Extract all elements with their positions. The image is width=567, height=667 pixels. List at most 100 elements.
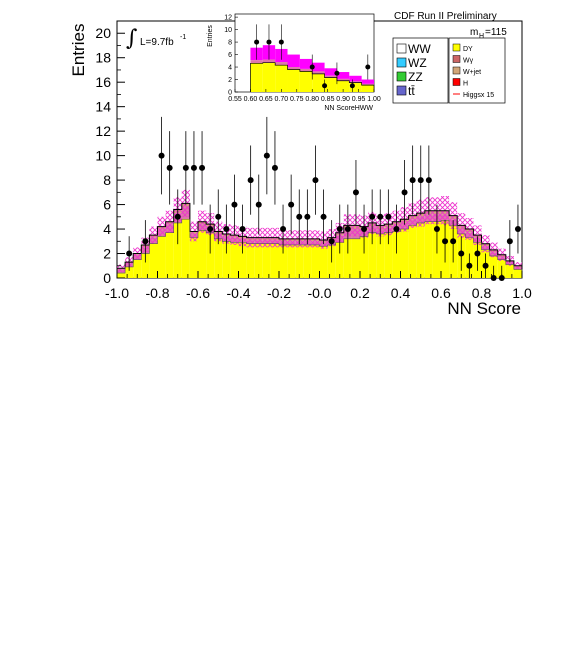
- data-point: [336, 204, 343, 254]
- legend-swatch: [396, 43, 407, 54]
- data-marker: [369, 213, 376, 220]
- data-point: [182, 131, 189, 205]
- legend-label: ZZ: [408, 70, 423, 84]
- legend-swatch: [396, 85, 407, 96]
- dy-bar: [149, 243, 158, 278]
- inset-data-point: [334, 62, 340, 85]
- inset-x-tick-label: 0.70: [275, 96, 289, 103]
- dy-bar: [206, 232, 215, 278]
- x-tick-label: 0.4: [391, 285, 411, 301]
- data-point: [255, 174, 262, 235]
- inset-wgamma-bar: [361, 83, 374, 86]
- data-marker: [433, 226, 440, 233]
- mass-subscript: H: [479, 33, 484, 40]
- data-marker: [377, 213, 384, 220]
- inset-wgamma-bar: [287, 67, 300, 70]
- dy-bar: [303, 244, 312, 278]
- data-point: [231, 174, 238, 235]
- data-marker: [506, 238, 513, 245]
- data-point: [296, 189, 303, 245]
- data-point: [328, 220, 335, 263]
- inset-data-marker: [365, 64, 371, 70]
- data-marker: [247, 177, 254, 184]
- data-marker: [344, 226, 351, 233]
- dy-bar: [505, 264, 514, 278]
- inset-data-point: [309, 54, 315, 80]
- inset-data-marker: [322, 83, 328, 89]
- x-axis-title: NN Score: [447, 299, 521, 318]
- dy-bar: [408, 225, 417, 278]
- inset-dy-bar: [299, 71, 313, 92]
- dy-bar: [392, 231, 401, 278]
- data-point: [377, 189, 384, 245]
- inset-wgamma-bar: [312, 71, 325, 74]
- inset-data-point: [349, 79, 355, 92]
- data-point: [482, 253, 489, 278]
- inset-y-tick-label: 8: [228, 40, 232, 47]
- legend-swatch: [452, 78, 461, 86]
- inset-dy-bar: [275, 65, 288, 92]
- data-point: [409, 145, 416, 215]
- data-marker: [223, 226, 230, 233]
- dy-bar: [165, 232, 174, 278]
- data-point: [385, 189, 392, 245]
- inset-wgamma-bar: [299, 68, 313, 72]
- inset-signal-bar: [299, 58, 313, 69]
- data-marker: [271, 164, 278, 171]
- inset-data-point: [322, 79, 328, 92]
- y-tick-label: 8: [103, 172, 111, 188]
- dy-bar: [189, 237, 198, 278]
- y-tick-label: 10: [95, 148, 111, 164]
- luminosity-exponent: -1: [180, 34, 186, 41]
- inset-x-tick-label: 0.90: [336, 96, 350, 103]
- inset-data-marker: [309, 64, 315, 70]
- inset-dy-bar: [287, 69, 300, 92]
- dy-bar: [270, 243, 279, 278]
- dy-bar: [295, 244, 304, 278]
- inset-x-axis-title: NN ScoreHWW: [324, 105, 373, 112]
- data-marker: [401, 189, 408, 196]
- data-point: [450, 220, 457, 263]
- dy-bar: [173, 222, 182, 278]
- inset-data-point: [254, 24, 260, 60]
- dy-bar: [360, 236, 369, 278]
- data-marker: [263, 152, 270, 159]
- data-point: [320, 189, 327, 245]
- data-point: [433, 204, 440, 254]
- data-point: [263, 116, 270, 195]
- data-marker: [393, 226, 400, 233]
- data-marker: [482, 262, 489, 269]
- dy-bar: [181, 219, 190, 278]
- y-tick-label: 2: [103, 246, 111, 262]
- x-tick-label: -0.4: [226, 285, 250, 301]
- data-marker: [490, 275, 497, 281]
- data-point: [352, 159, 359, 225]
- inset-wgamma-bar: [250, 60, 263, 64]
- inset-y-tick-label: 2: [228, 77, 232, 84]
- data-marker: [231, 201, 238, 208]
- data-point: [288, 174, 295, 235]
- inset-y-axis-title: Entries: [207, 25, 214, 47]
- dy-bar: [230, 242, 239, 278]
- dy-bar: [335, 242, 344, 278]
- dy-bar: [125, 266, 134, 278]
- data-marker: [425, 177, 432, 184]
- data-marker: [442, 238, 449, 245]
- inset-y-tick-label: 0: [228, 90, 232, 97]
- inset-wgamma-bar: [275, 62, 288, 66]
- x-tick-label: -0.2: [267, 285, 291, 301]
- data-point: [312, 145, 319, 215]
- dy-bar: [513, 269, 522, 278]
- legend-swatch: [396, 57, 407, 68]
- inset-x-tick-label: 1.00: [367, 96, 381, 103]
- main-plot-axes: -1.0 -0.8 -0.6 -0.4 -0.2 -0.0 0.2 0.4 0.6 0.8 1.00…: [95, 20, 532, 301]
- dy-bar: [141, 253, 150, 278]
- data-marker: [158, 152, 165, 159]
- inset-data-point: [365, 54, 371, 80]
- inset-signal-bar: [312, 62, 325, 72]
- data-marker: [280, 226, 287, 233]
- data-marker: [466, 262, 473, 269]
- legend-swatch: [452, 66, 461, 75]
- data-marker: [514, 226, 521, 233]
